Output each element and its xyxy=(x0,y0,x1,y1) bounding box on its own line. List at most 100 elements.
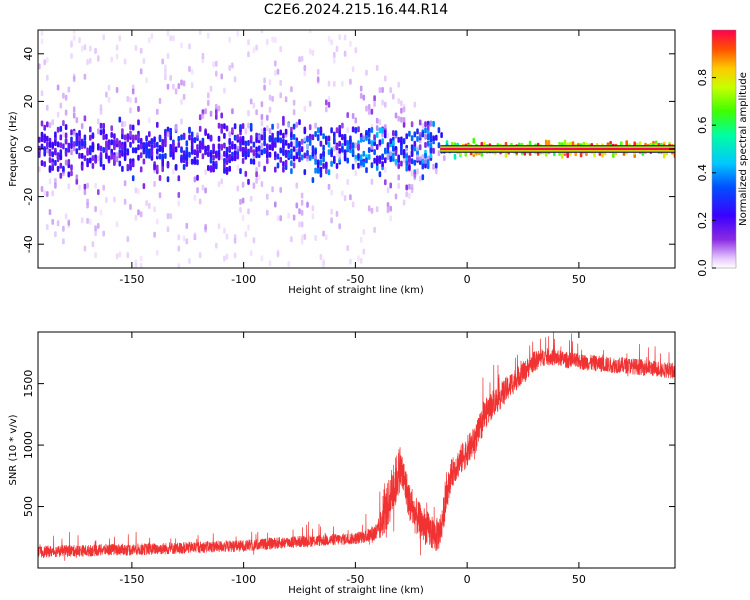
spectrogram-cell xyxy=(255,177,258,184)
spectrogram-cell xyxy=(378,127,382,134)
spectrogram-cell xyxy=(217,105,221,112)
spectrogram-cell xyxy=(40,30,44,36)
spectrogram-cell xyxy=(359,257,363,264)
spectrogram-cell xyxy=(295,153,299,160)
spectrogram-cell xyxy=(166,53,170,60)
spectrogram-cell xyxy=(233,76,237,83)
spectrogram-cell xyxy=(424,133,427,140)
spectrogram-cell xyxy=(139,166,143,173)
spectrogram-cell xyxy=(134,187,138,194)
spectrogram-cell xyxy=(204,108,207,115)
spectrogram-cell xyxy=(421,154,425,161)
spectrogram-cell xyxy=(410,158,414,165)
spectrogram-cell xyxy=(64,124,68,131)
spectrogram-cell xyxy=(359,85,363,92)
spectrogram-cell xyxy=(121,128,124,135)
spectrogram-cell xyxy=(110,56,113,63)
spectrogram-cell xyxy=(188,158,191,164)
spectrogram-cell xyxy=(300,221,304,228)
spectrogram-cell xyxy=(142,183,146,190)
spectrogram-cell xyxy=(182,93,186,100)
spectrogram-cell xyxy=(72,130,76,137)
spectrogram-cell xyxy=(244,231,248,238)
spectrogram-cell xyxy=(75,140,79,147)
spectrogram-cell xyxy=(260,142,264,149)
spectrogram-cell xyxy=(370,140,374,147)
spectrogram-cell xyxy=(282,166,285,173)
spectrogram-cell xyxy=(426,124,430,131)
spectrogram-cell xyxy=(129,124,132,131)
spectrogram-cell xyxy=(349,41,352,47)
spectrogram-cell xyxy=(64,213,68,220)
colorbar-tick-label: 0.8 xyxy=(696,69,709,87)
spectrogram-cell xyxy=(397,136,400,143)
spectrogram-cell xyxy=(204,130,207,136)
spectrogram-cell xyxy=(413,140,417,147)
spectrogram-cell xyxy=(429,132,433,138)
spectrogram-x-ticks: -150 -100 -50 0 50 xyxy=(119,30,586,286)
spectrogram-cell xyxy=(290,160,293,167)
spectrogram-cell xyxy=(435,162,438,169)
spectrogram-cell xyxy=(134,97,138,104)
spectrogram-cell xyxy=(400,107,403,114)
spectrogram-cell xyxy=(118,251,122,258)
spectrogram-cell xyxy=(413,101,417,108)
spectrogram-cell xyxy=(346,140,349,146)
spectrogram-cell xyxy=(236,153,240,160)
spectrogram-cell xyxy=(48,157,52,164)
spectrogram-cell xyxy=(239,124,242,131)
spectrogram-cell xyxy=(46,224,49,230)
spectrogram-cell xyxy=(231,108,234,115)
spectrogram-cell xyxy=(212,143,215,150)
spectrogram-cell xyxy=(287,212,290,219)
spectrogram-cell xyxy=(381,138,384,145)
spectrogram-cell xyxy=(330,208,333,215)
spectrogram-cell xyxy=(99,157,103,164)
spectrogram-cell xyxy=(156,164,159,171)
spectrogram-cell xyxy=(223,255,226,262)
spectrogram-cell xyxy=(89,45,92,52)
spectrogram-cell xyxy=(54,159,57,166)
spectrogram-cell xyxy=(389,215,392,222)
spectrogram-cell xyxy=(97,143,100,150)
spectrogram-cell xyxy=(113,140,116,147)
spectrogram-cell xyxy=(362,248,366,255)
spectrogram-cell xyxy=(110,139,113,146)
spectrogram-cell xyxy=(402,106,406,113)
spectrogram-cell xyxy=(271,137,274,144)
spectrogram-cell xyxy=(319,153,323,160)
spectrogram-cell xyxy=(257,174,261,181)
spectrogram-cell xyxy=(343,155,347,162)
spectrogram-cell xyxy=(424,121,427,128)
spectrogram-cell xyxy=(40,136,44,143)
spectrogram-cell xyxy=(89,134,92,141)
spectrogram-cell xyxy=(400,149,403,156)
spectrogram-cell xyxy=(327,101,331,108)
spectrogram-cell xyxy=(115,156,119,163)
colorbar-ticks: 0.0 0.2 0.4 0.6 0.8 xyxy=(696,69,716,277)
spectrogram-cell xyxy=(405,133,408,140)
spectrogram-cell xyxy=(437,127,441,134)
colorbar: 0.0 0.2 0.4 0.6 0.8 Normalized spectral ampl… xyxy=(696,29,749,277)
spectrogram-y-tick-label: -40 xyxy=(22,235,35,253)
spectrogram-cell xyxy=(416,168,419,175)
spectrogram-cell xyxy=(150,150,154,157)
spectrogram-cell xyxy=(276,153,280,160)
spectrogram-cell xyxy=(300,199,304,206)
spectrogram-cell xyxy=(300,154,304,161)
spectrogram-cell xyxy=(62,170,65,177)
spectrogram-cell xyxy=(139,211,143,218)
spectrogram-cell xyxy=(405,184,408,191)
spectrogram-cell xyxy=(89,57,92,64)
spectrogram-cell xyxy=(201,153,205,160)
spectrogram-cell xyxy=(311,205,315,212)
spectrogram-cell xyxy=(325,136,328,142)
spectrogram-cell xyxy=(327,141,331,148)
spectrogram-cell xyxy=(169,75,172,81)
snr-x-tick-label: -150 xyxy=(119,573,144,586)
spectrogram-cell xyxy=(362,229,366,235)
spectrogram-cell xyxy=(51,151,54,158)
spectrogram-cell xyxy=(196,187,199,194)
spectrogram-cell xyxy=(137,119,140,126)
spectrogram-cell xyxy=(351,113,355,119)
